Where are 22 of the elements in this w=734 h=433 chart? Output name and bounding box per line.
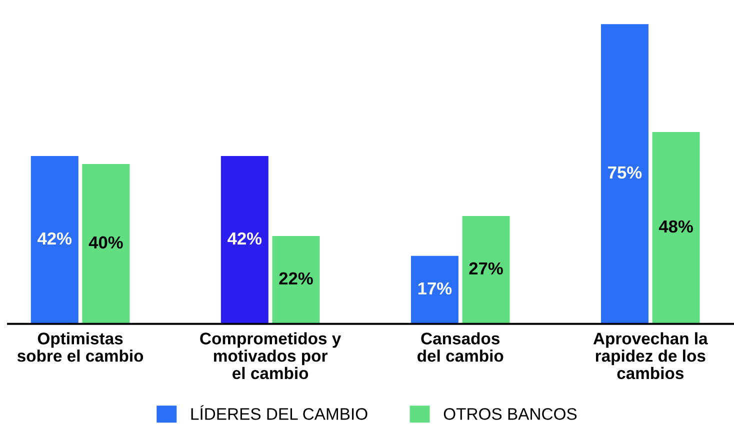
data-label: 42% <box>228 232 262 245</box>
x-tick-label: Comprometidos y motivados por el cambio <box>200 332 342 380</box>
x-tick-label: Optimistas sobre el cambio <box>17 332 144 362</box>
data-label: 22% <box>279 272 313 285</box>
bar <box>600 24 648 324</box>
data-label: 40% <box>88 236 123 249</box>
bar <box>272 236 320 324</box>
bar <box>30 156 78 324</box>
x-tick-label: Cansados del cambio <box>418 332 504 362</box>
bar <box>220 156 268 324</box>
bar <box>652 132 700 324</box>
data-label: 75% <box>608 166 642 179</box>
data-label: 42% <box>38 232 72 245</box>
legend-label: LÍDERES DEL CAMBIO <box>191 405 368 420</box>
bar <box>410 256 458 324</box>
data-label: 48% <box>658 220 693 233</box>
legend-label: OTROS BANCOS <box>444 408 577 420</box>
data-label: 27% <box>469 262 503 275</box>
data-label: 17% <box>418 282 452 295</box>
bar <box>462 216 510 324</box>
x-tick-label: Aprovechan la rapidez de los cambios <box>593 332 708 380</box>
bar <box>82 164 130 324</box>
